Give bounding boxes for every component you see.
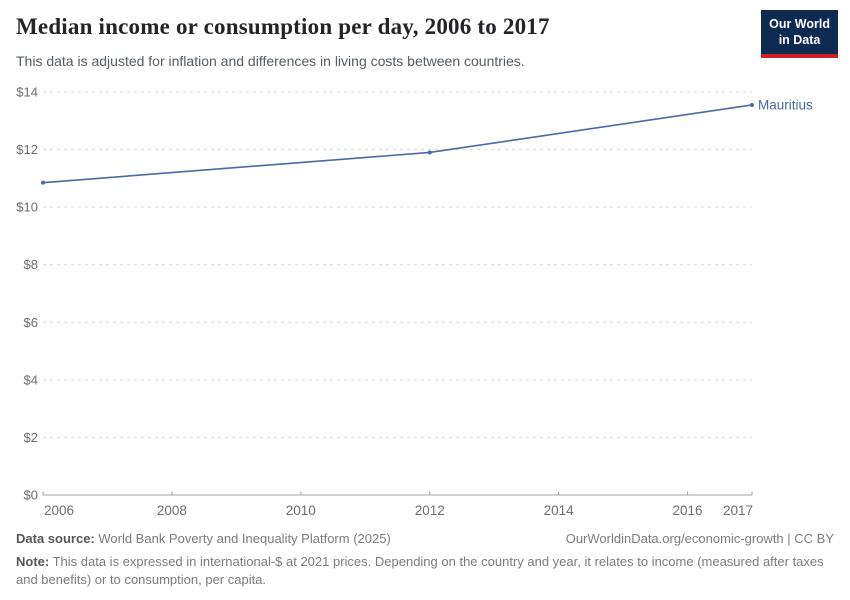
data-source: Data source: World Bank Poverty and Ineq…	[16, 531, 391, 546]
y-tick-label: $6	[24, 315, 38, 330]
owid-logo-line1: Our World	[769, 17, 830, 31]
x-tick-label: 2006	[44, 503, 74, 518]
note-text: This data is expressed in international-…	[16, 554, 824, 588]
y-tick-label: $0	[24, 488, 38, 503]
entity-label: Mauritius	[758, 97, 813, 112]
x-tick-label: 2014	[544, 503, 575, 518]
data-point[interactable]	[41, 180, 45, 185]
y-tick-label: $12	[16, 142, 38, 157]
x-tick-label: 2016	[673, 503, 703, 518]
chart-title: Median income or consumption per day, 20…	[16, 14, 550, 39]
y-tick-label: $10	[16, 200, 38, 215]
y-tick-label: $4	[24, 372, 38, 387]
x-tick-label: 2017	[723, 503, 753, 518]
series-line[interactable]	[42, 104, 753, 184]
x-tick-label: 2008	[157, 503, 187, 518]
y-tick-label: $2	[24, 430, 38, 445]
note-label: Note:	[16, 554, 50, 569]
chart-footer: Data source: World Bank Poverty and Ineq…	[16, 531, 834, 590]
data-point[interactable]	[427, 150, 432, 155]
y-tick-label: $8	[24, 257, 38, 272]
attribution-link[interactable]: OurWorldinData.org/economic-growth | CC …	[565, 531, 834, 546]
chart-subtitle: This data is adjusted for inflation and …	[16, 53, 525, 69]
data-source-label: Data source:	[16, 531, 95, 546]
x-tick-label: 2010	[286, 503, 316, 518]
owid-logo-line2: in Data	[778, 33, 821, 48]
data-source-text: World Bank Poverty and Inequality Platfo…	[94, 531, 391, 546]
x-tick-label: 2012	[415, 503, 445, 518]
owid-logo[interactable]: Our World in Data	[761, 10, 838, 58]
data-point[interactable]	[750, 102, 754, 107]
chart-note: Note: This data is expressed in internat…	[16, 553, 834, 590]
y-tick-label: $14	[16, 85, 38, 100]
